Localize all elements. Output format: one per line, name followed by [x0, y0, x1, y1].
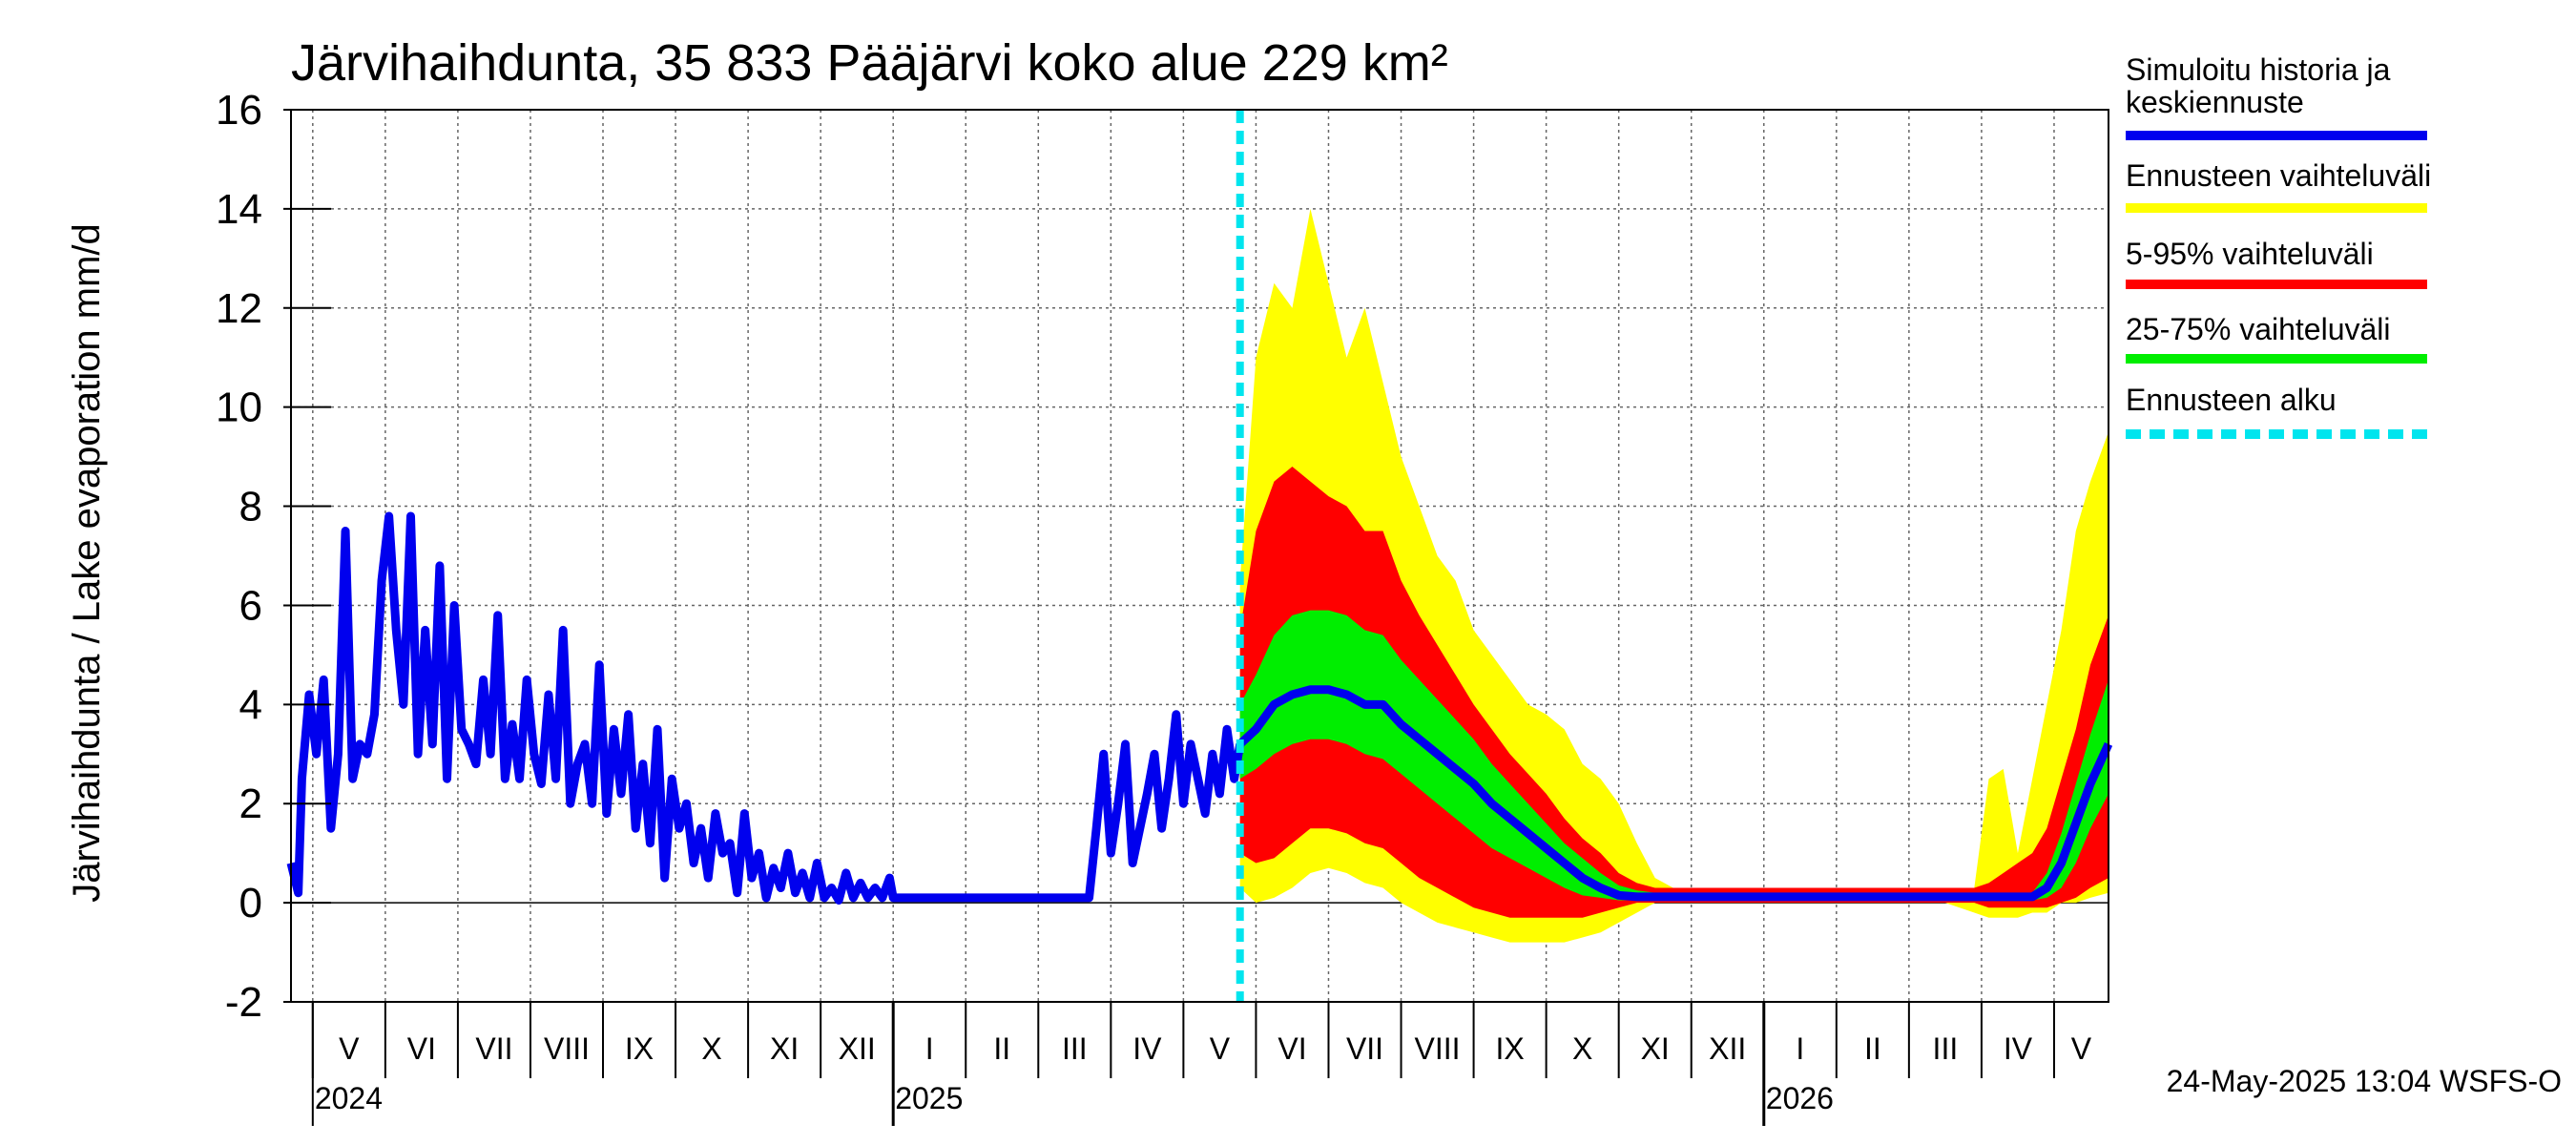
y-tick-label: 12	[216, 285, 262, 332]
legend-label: Ennusteen vaihteluväli	[2126, 158, 2431, 193]
x-month-label: VI	[1278, 1031, 1306, 1066]
x-month-label: XII	[839, 1031, 876, 1066]
x-month-label: III	[1062, 1031, 1088, 1066]
x-month-label: V	[339, 1031, 360, 1066]
x-month-label: VI	[407, 1031, 436, 1066]
timestamp: 24-May-2025 13:04 WSFS-O	[2167, 1064, 2562, 1098]
x-year-label: 2026	[1766, 1081, 1834, 1115]
y-tick-label: 2	[239, 781, 262, 827]
legend-label: 25-75% vaihteluväli	[2126, 312, 2391, 346]
x-month-label: XII	[1709, 1031, 1746, 1066]
chart-title: Järvihaihdunta, 35 833 Pääjärvi koko alu…	[291, 34, 1448, 92]
x-month-label: I	[1796, 1031, 1804, 1066]
y-tick-label: 0	[239, 880, 262, 926]
x-month-label: V	[1210, 1031, 1231, 1066]
x-month-label: IX	[1495, 1031, 1524, 1066]
y-tick-label: 8	[239, 484, 262, 531]
x-month-label: IX	[625, 1031, 654, 1066]
x-month-label: V	[2071, 1031, 2092, 1066]
forecast-bands	[1239, 208, 2109, 943]
x-month-label: II	[1864, 1031, 1881, 1066]
legend-label: Ennusteen alku	[2126, 383, 2337, 417]
plot-frame	[290, 109, 2109, 1003]
x-month-label: II	[993, 1031, 1010, 1066]
x-month-label: XI	[1641, 1031, 1670, 1066]
legend-label: Simuloitu historia ja	[2126, 52, 2391, 87]
x-month-label: X	[701, 1031, 721, 1066]
x-month-label: X	[1572, 1031, 1592, 1066]
x-month-label: VII	[1346, 1031, 1383, 1066]
forecast-median-line	[1236, 685, 2113, 902]
y-tick-label: 10	[216, 385, 262, 431]
x-month-label: VIII	[544, 1031, 590, 1066]
band-25-75	[1239, 610, 2109, 901]
x-month-label: XI	[770, 1031, 799, 1066]
x-month-label: I	[925, 1031, 934, 1066]
y-axis: -2 0 2 4 6 8 10 12 14 16	[216, 87, 331, 1026]
x-axis: V VI VII VIII IX X XI XII I II III IV V VI VII VIII IX X X…	[311, 1002, 2092, 1126]
history-series-line	[286, 511, 1245, 906]
legend-label: 5-95% vaihteluväli	[2126, 237, 2374, 271]
x-month-label: III	[1933, 1031, 1959, 1066]
legend-label-line2: keskiennuste	[2126, 85, 2304, 119]
x-month-label: VIII	[1415, 1031, 1461, 1066]
x-month-label: IV	[1132, 1031, 1162, 1066]
x-month-label: IV	[2004, 1031, 2033, 1066]
y-axis-label: Järvihaihdunta / Lake evaporation mm/d	[66, 223, 108, 903]
x-year-label: 2024	[315, 1081, 383, 1115]
y-tick-label: 6	[239, 582, 262, 629]
y-tick-label: 4	[239, 681, 262, 728]
y-tick-label: -2	[225, 979, 262, 1026]
y-tick-label: 14	[216, 186, 262, 233]
x-year-label: 2025	[895, 1081, 963, 1115]
y-tick-label: 16	[216, 87, 262, 134]
x-month-label: VII	[475, 1031, 512, 1066]
